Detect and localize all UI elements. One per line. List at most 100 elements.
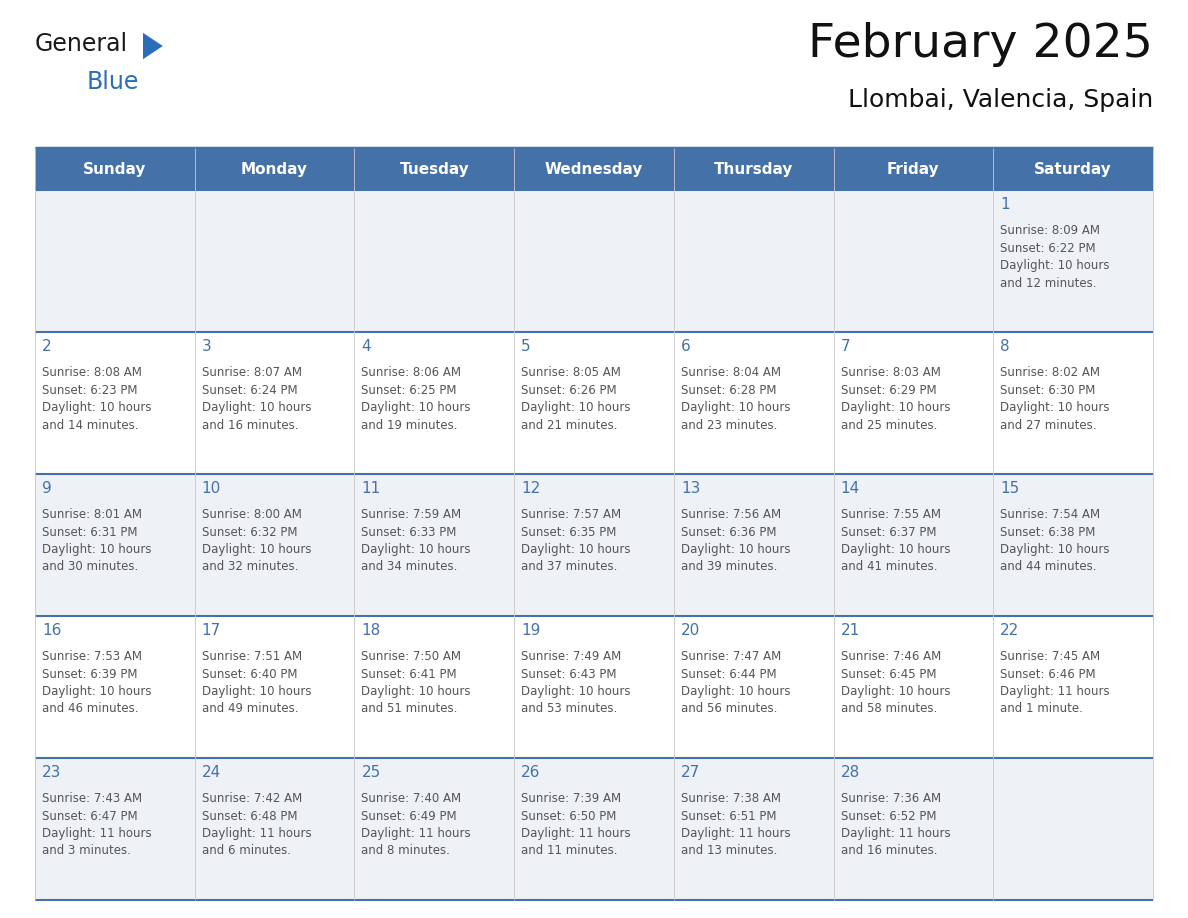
Text: and 56 minutes.: and 56 minutes. [681, 702, 777, 715]
Bar [514, 148, 674, 190]
Bar [514, 758, 674, 900]
Text: 12: 12 [522, 481, 541, 496]
Text: Sunrise: 8:08 AM: Sunrise: 8:08 AM [42, 366, 141, 379]
Text: Daylight: 10 hours: Daylight: 10 hours [202, 685, 311, 698]
Text: and 8 minutes.: and 8 minutes. [361, 845, 450, 857]
Bar [834, 332, 993, 474]
Bar [834, 616, 993, 758]
Text: Sunrise: 7:51 AM: Sunrise: 7:51 AM [202, 650, 302, 663]
Bar [34, 148, 195, 190]
Text: Sunrise: 7:55 AM: Sunrise: 7:55 AM [841, 508, 941, 521]
Text: Daylight: 10 hours: Daylight: 10 hours [681, 543, 790, 556]
Text: Daylight: 11 hours: Daylight: 11 hours [1000, 685, 1110, 698]
Text: Daylight: 11 hours: Daylight: 11 hours [841, 827, 950, 840]
Text: Daylight: 11 hours: Daylight: 11 hours [522, 827, 631, 840]
Text: 7: 7 [841, 339, 851, 354]
Text: and 37 minutes.: and 37 minutes. [522, 561, 618, 574]
Text: Saturday: Saturday [1035, 162, 1112, 176]
Bar [514, 616, 674, 758]
Text: and 3 minutes.: and 3 minutes. [42, 845, 131, 857]
Text: Sunset: 6:44 PM: Sunset: 6:44 PM [681, 667, 777, 680]
Text: Daylight: 10 hours: Daylight: 10 hours [841, 685, 950, 698]
Text: Sunset: 6:47 PM: Sunset: 6:47 PM [42, 810, 138, 823]
Bar [834, 190, 993, 332]
Text: and 19 minutes.: and 19 minutes. [361, 419, 457, 431]
Text: Sunrise: 7:40 AM: Sunrise: 7:40 AM [361, 792, 462, 805]
Text: Sunrise: 7:38 AM: Sunrise: 7:38 AM [681, 792, 781, 805]
Text: Sunset: 6:32 PM: Sunset: 6:32 PM [202, 525, 297, 539]
Text: 9: 9 [42, 481, 52, 496]
Text: Daylight: 10 hours: Daylight: 10 hours [841, 543, 950, 556]
Text: Sunrise: 7:57 AM: Sunrise: 7:57 AM [522, 508, 621, 521]
Text: 1: 1 [1000, 197, 1010, 212]
Text: Daylight: 10 hours: Daylight: 10 hours [42, 401, 152, 414]
Text: and 39 minutes.: and 39 minutes. [681, 561, 777, 574]
Text: Daylight: 10 hours: Daylight: 10 hours [202, 543, 311, 556]
Text: Sunrise: 7:50 AM: Sunrise: 7:50 AM [361, 650, 461, 663]
Text: and 41 minutes.: and 41 minutes. [841, 561, 937, 574]
Text: Daylight: 10 hours: Daylight: 10 hours [522, 685, 631, 698]
Text: Daylight: 11 hours: Daylight: 11 hours [42, 827, 152, 840]
Text: Daylight: 10 hours: Daylight: 10 hours [1000, 543, 1110, 556]
Text: and 12 minutes.: and 12 minutes. [1000, 276, 1097, 289]
Bar [834, 148, 993, 190]
Bar [993, 148, 1154, 190]
Text: and 44 minutes.: and 44 minutes. [1000, 561, 1097, 574]
Text: 15: 15 [1000, 481, 1019, 496]
Bar [993, 190, 1154, 332]
Text: and 11 minutes.: and 11 minutes. [522, 845, 618, 857]
Text: Daylight: 11 hours: Daylight: 11 hours [202, 827, 311, 840]
Text: Sunrise: 7:53 AM: Sunrise: 7:53 AM [42, 650, 143, 663]
Text: Wednesday: Wednesday [545, 162, 643, 176]
Text: and 23 minutes.: and 23 minutes. [681, 419, 777, 431]
Text: Sunset: 6:31 PM: Sunset: 6:31 PM [42, 525, 138, 539]
Text: Sunset: 6:49 PM: Sunset: 6:49 PM [361, 810, 457, 823]
Bar [195, 616, 354, 758]
Bar [674, 474, 834, 616]
Text: and 13 minutes.: and 13 minutes. [681, 845, 777, 857]
Bar [195, 332, 354, 474]
Text: Sunrise: 8:05 AM: Sunrise: 8:05 AM [522, 366, 621, 379]
Text: Sunset: 6:26 PM: Sunset: 6:26 PM [522, 384, 617, 397]
Text: General: General [34, 32, 128, 56]
Bar [354, 148, 514, 190]
Bar [354, 332, 514, 474]
Bar [354, 190, 514, 332]
Text: 22: 22 [1000, 623, 1019, 638]
Text: 4: 4 [361, 339, 371, 354]
Bar [195, 148, 354, 190]
Text: and 46 minutes.: and 46 minutes. [42, 702, 139, 715]
Text: Sunset: 6:41 PM: Sunset: 6:41 PM [361, 667, 457, 680]
Text: 17: 17 [202, 623, 221, 638]
Text: Thursday: Thursday [714, 162, 794, 176]
Text: Sunrise: 7:49 AM: Sunrise: 7:49 AM [522, 650, 621, 663]
Text: Daylight: 10 hours: Daylight: 10 hours [1000, 259, 1110, 272]
Text: and 14 minutes.: and 14 minutes. [42, 419, 139, 431]
Bar [354, 616, 514, 758]
Text: Sunset: 6:35 PM: Sunset: 6:35 PM [522, 525, 617, 539]
Text: 25: 25 [361, 765, 380, 780]
Text: and 6 minutes.: and 6 minutes. [202, 845, 291, 857]
Text: Sunset: 6:33 PM: Sunset: 6:33 PM [361, 525, 457, 539]
Text: Sunrise: 8:02 AM: Sunrise: 8:02 AM [1000, 366, 1100, 379]
Bar [514, 190, 674, 332]
Text: Sunset: 6:45 PM: Sunset: 6:45 PM [841, 667, 936, 680]
Text: Daylight: 10 hours: Daylight: 10 hours [681, 685, 790, 698]
Bar [993, 758, 1154, 900]
Text: Sunrise: 8:00 AM: Sunrise: 8:00 AM [202, 508, 302, 521]
Text: 11: 11 [361, 481, 380, 496]
Text: Sunset: 6:29 PM: Sunset: 6:29 PM [841, 384, 936, 397]
Text: 2: 2 [42, 339, 51, 354]
Text: Daylight: 10 hours: Daylight: 10 hours [42, 685, 152, 698]
Text: Tuesday: Tuesday [399, 162, 469, 176]
Text: 16: 16 [42, 623, 62, 638]
Text: Sunrise: 7:45 AM: Sunrise: 7:45 AM [1000, 650, 1100, 663]
Text: Daylight: 10 hours: Daylight: 10 hours [522, 401, 631, 414]
Bar [34, 616, 195, 758]
Text: 27: 27 [681, 765, 700, 780]
Text: and 32 minutes.: and 32 minutes. [202, 561, 298, 574]
Text: 23: 23 [42, 765, 62, 780]
Text: 26: 26 [522, 765, 541, 780]
Text: and 58 minutes.: and 58 minutes. [841, 702, 937, 715]
Text: and 27 minutes.: and 27 minutes. [1000, 419, 1097, 431]
